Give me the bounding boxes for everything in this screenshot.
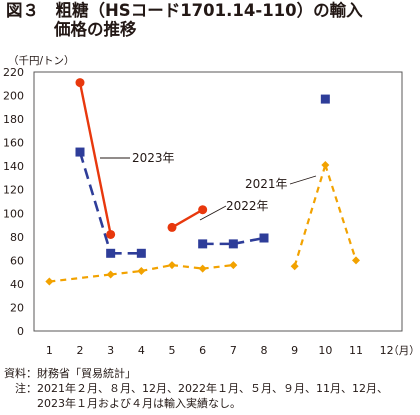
series-2 — [75, 94, 330, 258]
series-name-label: 2023年 — [132, 151, 175, 165]
series-callout: 2022年 — [199, 199, 269, 221]
data-point — [198, 239, 208, 249]
data-point — [106, 248, 116, 258]
series-segment — [324, 164, 358, 261]
figure-title-line-1: 図３ 粗糖（HSコード1701.14-110）の輸入 — [6, 1, 363, 20]
x-tick-label: 12 — [380, 344, 394, 357]
y-tick-label: 20 — [10, 301, 24, 314]
x-tick-label: 6 — [199, 344, 206, 357]
series-segment — [141, 263, 173, 273]
source-note: 資料：財務省「貿易統計」 — [4, 367, 136, 380]
y-tick-label: 160 — [3, 137, 24, 150]
data-point — [229, 261, 238, 270]
data-point — [168, 261, 176, 270]
series-segment — [233, 236, 265, 246]
figure-title: 図３ 粗糖（HSコード1701.14-110）の輸入 価格の推移 — [6, 1, 416, 39]
series-labels: 2023年 2022年 2021年 — [100, 151, 317, 221]
y-tick-label: 180 — [3, 113, 24, 126]
x-tick-label: 8 — [261, 344, 268, 357]
data-point — [228, 239, 238, 249]
data-point — [137, 266, 146, 275]
y-tick-label: 120 — [3, 184, 24, 197]
y-tick-label: 220 — [3, 66, 24, 79]
series-segment — [293, 164, 327, 267]
data-point — [45, 277, 54, 286]
x-tick-label: 7 — [230, 344, 237, 357]
data-point — [75, 78, 85, 88]
x-tick-label: 5 — [169, 344, 176, 357]
series-1 — [45, 161, 360, 286]
y-tick-label: 200 — [3, 90, 24, 103]
callout-leader — [199, 205, 227, 221]
series-segment — [171, 208, 204, 229]
x-tick-label: 1 — [46, 344, 53, 357]
note-line-1: 注：2021年２月、８月、12月、2022年１月、５月、９月、11月、12月、 — [4, 382, 388, 395]
x-tick-label: 10 — [318, 344, 332, 357]
plot-frame — [33, 71, 403, 332]
y-tick-label: 140 — [3, 160, 24, 173]
data-point — [320, 94, 330, 104]
data-point — [106, 229, 116, 239]
series-callout: 2021年 — [245, 175, 317, 191]
data-point — [167, 222, 177, 232]
y-tick-label: 80 — [10, 231, 24, 244]
x-unit-label: （月） — [388, 345, 420, 357]
x-tick-label: 11 — [349, 344, 363, 357]
data-point — [198, 264, 207, 273]
figure-title-line-2: 価格の推移 — [54, 20, 137, 39]
data-point — [75, 147, 85, 157]
y-tick-label: 60 — [10, 254, 24, 267]
data-point — [321, 161, 330, 170]
series-3 — [75, 78, 208, 239]
x-tick-label: 9 — [291, 344, 298, 357]
x-tick-label: 3 — [107, 344, 114, 357]
y-tick-label: 40 — [10, 278, 24, 291]
y-tick-label: 100 — [3, 207, 24, 220]
x-tick-label: 2 — [77, 344, 84, 357]
data-point — [198, 205, 208, 215]
data-point — [259, 233, 269, 243]
series-segment — [171, 263, 203, 270]
data-point — [352, 256, 360, 265]
series-callout: 2023年 — [100, 151, 175, 165]
series-segment — [49, 273, 111, 283]
data-point — [136, 248, 146, 258]
series-name-label: 2022年 — [226, 199, 269, 213]
note-line-2: 2023年１月および４月は輸入実績なし。 — [4, 397, 241, 410]
series-segment — [78, 82, 112, 235]
data-point — [106, 270, 115, 279]
x-tick-label: 4 — [138, 344, 145, 357]
series-layer — [45, 78, 360, 286]
data-point — [290, 262, 299, 271]
callout-leader — [289, 175, 317, 185]
y-tick-label: 0 — [17, 325, 24, 338]
y-unit-label: （千円/トン） — [8, 55, 75, 67]
series-name-label: 2021年 — [245, 177, 288, 191]
series-segment — [110, 269, 142, 276]
series-segment — [78, 151, 112, 254]
series-segment — [202, 263, 234, 270]
